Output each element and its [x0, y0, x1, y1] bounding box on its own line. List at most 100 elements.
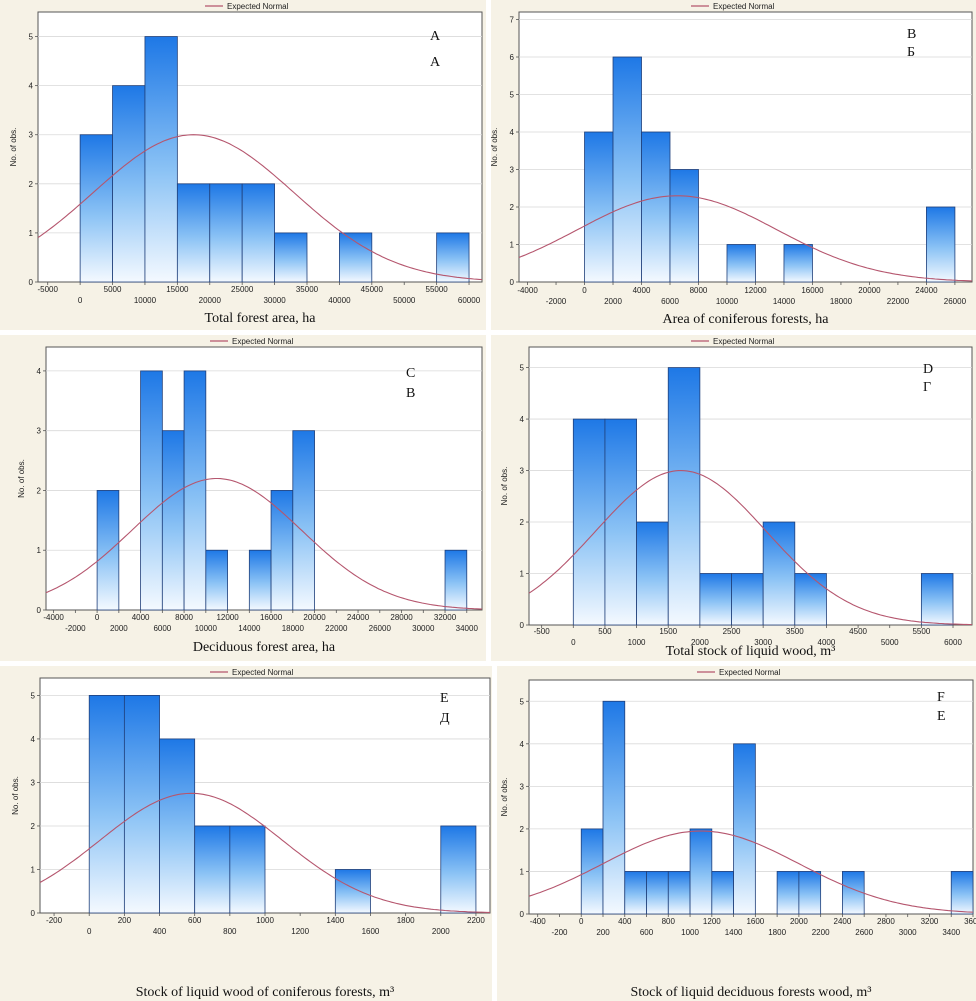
- x-tick-label: 0: [87, 927, 92, 936]
- x-tick-label: -4000: [43, 613, 64, 622]
- x-tick-label: 800: [662, 917, 676, 926]
- legend-label: Expected Normal: [713, 2, 775, 11]
- x-tick-label: 55000: [426, 285, 449, 294]
- histogram-bar: [731, 573, 764, 626]
- x-tick-label: 200: [596, 928, 610, 937]
- histogram-panel-f: 0 1 2 3 4 5 -400 -200 0 200 400 600 800 1000 1200 1400 1…: [497, 666, 976, 1001]
- y-axis-label: No. of obs.: [17, 459, 26, 498]
- y-tick-label: 3: [520, 467, 525, 476]
- histogram-bar: [667, 871, 691, 915]
- y-tick-label: 0: [29, 278, 34, 287]
- x-tick-label: 15000: [166, 285, 189, 294]
- x-tick-label: 200: [118, 916, 132, 925]
- x-tick-label: 26000: [369, 624, 392, 633]
- legend-label: Expected Normal: [719, 668, 781, 677]
- y-tick-label: 0: [510, 278, 515, 287]
- normal-curve: [39, 792, 490, 913]
- y-tick-label: 0: [31, 909, 36, 918]
- x-tick-label: 32000: [434, 613, 457, 622]
- x-tick-label: 600: [640, 928, 654, 937]
- x-tick-label: 60000: [458, 296, 481, 305]
- histogram-bar: [209, 183, 243, 283]
- x-tick-label: 1000: [628, 638, 646, 647]
- x-tick-label: -2000: [546, 297, 567, 306]
- panel-letter: Б: [907, 45, 915, 60]
- x-axis-title: Total forest area, ha: [205, 311, 317, 326]
- histogram-bar: [339, 232, 373, 283]
- x-tick-label: 20000: [858, 286, 881, 295]
- x-tick-label: 12000: [744, 286, 767, 295]
- x-tick-label: 1400: [725, 928, 743, 937]
- x-axis-title: Stock of liquid deciduous forests wood, …: [630, 985, 871, 1000]
- y-tick-label: 5: [29, 33, 34, 42]
- x-tick-label: 24000: [347, 613, 370, 622]
- x-tick-label: -400: [530, 917, 547, 926]
- y-tick-label: 3: [37, 427, 42, 436]
- x-tick-label: 3200: [921, 917, 939, 926]
- x-tick-label: 600: [188, 916, 202, 925]
- histogram-bar: [96, 490, 120, 611]
- histogram-bar: [440, 825, 477, 914]
- histogram-bar: [229, 825, 266, 914]
- x-tick-label: -200: [551, 928, 568, 937]
- x-tick-label: 30000: [412, 624, 435, 633]
- x-tick-label: 14000: [773, 297, 796, 306]
- x-axis-title: Area of coniferous forests, ha: [663, 312, 830, 327]
- x-tick-label: 1200: [291, 927, 309, 936]
- x-tick-label: 18000: [830, 297, 853, 306]
- x-tick-label: 1500: [659, 627, 677, 636]
- y-tick-label: 1: [29, 229, 34, 238]
- histogram-bar: [733, 743, 756, 915]
- normal-curve: [37, 134, 483, 281]
- histogram-bar: [241, 183, 275, 283]
- y-tick-label: 2: [37, 486, 42, 495]
- histogram-bar: [794, 573, 827, 626]
- y-tick-label: 3: [31, 778, 36, 787]
- histogram-bar: [920, 573, 954, 626]
- x-tick-label: 10000: [195, 624, 218, 633]
- x-tick-label: 4000: [633, 286, 651, 295]
- x-tick-label: 3600: [964, 917, 976, 926]
- x-tick-label: 0: [571, 638, 576, 647]
- normal-curve: [518, 195, 973, 282]
- x-tick-label: 2400: [834, 917, 852, 926]
- x-tick-label: 22000: [887, 297, 910, 306]
- x-tick-label: 1800: [768, 928, 786, 937]
- chart-svg: 0 1 2 3 4 5 -200 0 200 400 600 800 1000 1200 1400 1600 1…: [11, 668, 491, 1000]
- y-tick-label: 2: [510, 203, 515, 212]
- y-tick-label: 4: [37, 367, 42, 376]
- chart-svg: 012345-500005000100001500020000250003000…: [9, 2, 483, 326]
- x-axis-title: Total stock of liquid wood, m³: [666, 644, 836, 659]
- x-tick-label: -2000: [65, 624, 86, 633]
- histogram-bar: [783, 244, 813, 283]
- histogram-bar: [798, 871, 822, 915]
- y-tick-label: 1: [37, 546, 42, 555]
- y-tick-label: 4: [520, 740, 525, 749]
- histogram-bar: [292, 430, 315, 611]
- histogram-panel-b: 0 1 2 3 4 5 6 7 -4000 -2000 0 2000 4000 6000 8000 10000…: [491, 0, 976, 330]
- y-tick-label: 5: [510, 91, 515, 100]
- histogram-bar: [572, 418, 606, 626]
- histogram-bar: [176, 183, 211, 283]
- x-tick-label: 1600: [746, 917, 764, 926]
- histogram-bar: [776, 871, 800, 915]
- panel-letter: Е: [937, 709, 946, 724]
- histogram-bar: [711, 871, 734, 915]
- panel-letter: D: [923, 362, 933, 377]
- panel-letter: F: [937, 690, 945, 705]
- histogram-bar: [580, 828, 604, 915]
- histogram-bar: [641, 131, 671, 283]
- y-tick-label: 3: [510, 166, 515, 175]
- y-tick-label: 4: [520, 415, 525, 424]
- x-tick-label: 1200: [703, 917, 721, 926]
- x-tick-label: 10000: [134, 296, 157, 305]
- histogram-bar: [636, 521, 669, 626]
- x-tick-label: 0: [582, 286, 587, 295]
- histogram-bar: [950, 871, 974, 915]
- x-tick-label: 2000: [604, 297, 622, 306]
- y-tick-label: 0: [520, 910, 525, 919]
- x-tick-label: 2500: [723, 627, 741, 636]
- x-tick-label: 50000: [393, 296, 416, 305]
- x-tick-label: 6000: [944, 638, 962, 647]
- x-tick-label: 4500: [849, 627, 867, 636]
